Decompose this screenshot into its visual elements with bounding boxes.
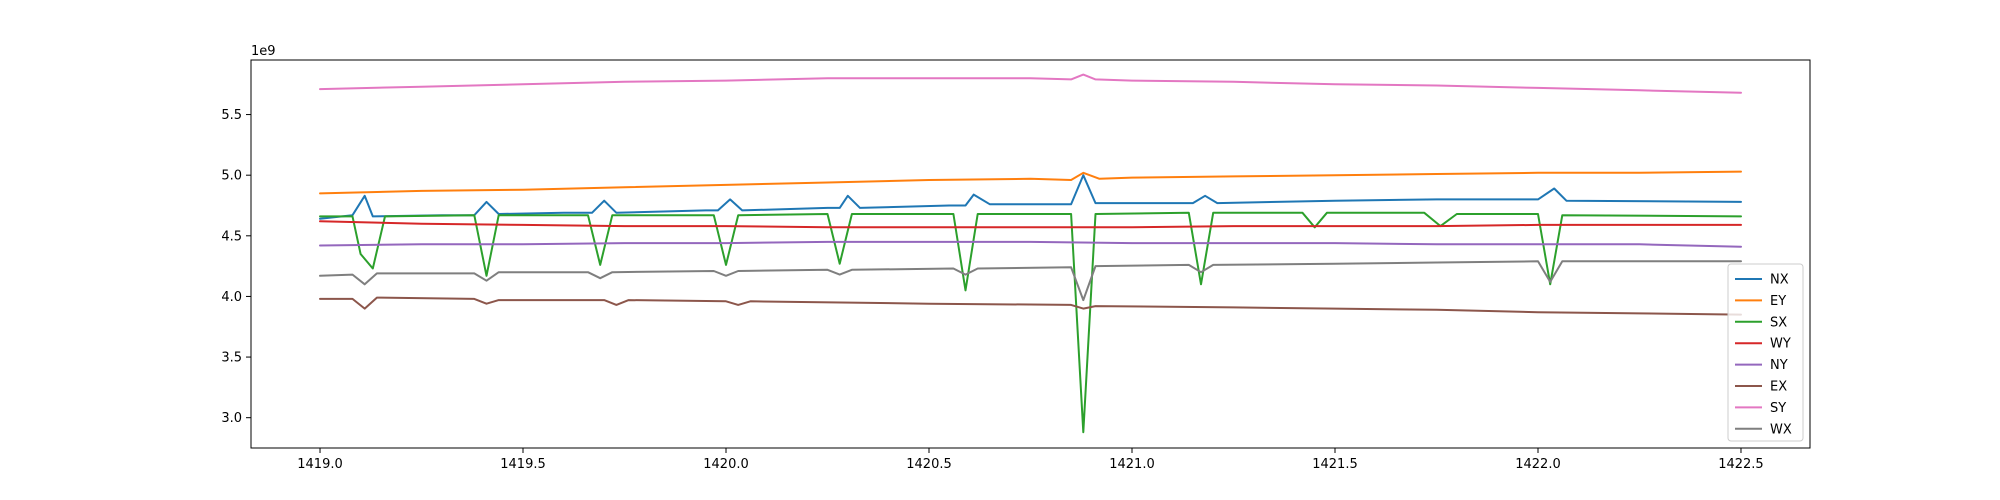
legend-label-wx: WX <box>1770 422 1792 437</box>
y-tick-label: 3.5 <box>221 351 242 366</box>
y-tick-label: 5.5 <box>221 108 242 123</box>
legend-label-ny: NY <box>1770 358 1788 373</box>
x-tick-label: 1422.5 <box>1718 457 1764 472</box>
x-tick-label: 1422.0 <box>1515 457 1561 472</box>
x-axis: 1419.0 1419.5 1420.0 1420.5 1421.0 1421.5 1422… <box>297 448 1764 472</box>
y-offset-label: 1e9 <box>251 44 276 59</box>
legend-label-wy: WY <box>1770 337 1791 352</box>
plot-area <box>250 59 1811 449</box>
legend: NX EY SX WY NY EX SY WX <box>1727 263 1804 442</box>
x-tick-label: 1421.5 <box>1312 457 1358 472</box>
legend-label-nx: NX <box>1770 273 1789 288</box>
series-line-ny <box>319 240 1742 248</box>
x-tick-label: 1420.5 <box>906 457 952 472</box>
x-tick-label: 1421.0 <box>1109 457 1155 472</box>
series-line-sx <box>319 211 1742 434</box>
legend-label-sx: SX <box>1770 315 1787 330</box>
legend-label-ex: EX <box>1770 380 1787 395</box>
x-tick-label: 1419.5 <box>500 457 546 472</box>
y-axis: 3.0 3.5 4.0 4.5 5.0 5.5 <box>221 108 251 426</box>
series-line-ex <box>319 296 1742 316</box>
y-tick-label: 3.0 <box>221 411 242 426</box>
legend-label-ey: EY <box>1770 294 1786 309</box>
legend-box <box>1727 263 1804 442</box>
series-line-wy <box>319 220 1742 229</box>
series-line-nx <box>319 174 1742 220</box>
series-line-wx <box>319 260 1742 302</box>
series-line-sy <box>319 73 1742 94</box>
y-tick-label: 4.0 <box>221 290 242 305</box>
axes-frame <box>250 59 1811 449</box>
series-layer <box>319 73 1742 434</box>
series-line-ey <box>319 170 1742 195</box>
x-tick-label: 1420.0 <box>703 457 749 472</box>
y-tick-label: 5.0 <box>221 169 242 184</box>
y-tick-label: 4.5 <box>221 229 242 244</box>
legend-label-sy: SY <box>1770 401 1786 416</box>
x-tick-label: 1419.0 <box>297 457 343 472</box>
